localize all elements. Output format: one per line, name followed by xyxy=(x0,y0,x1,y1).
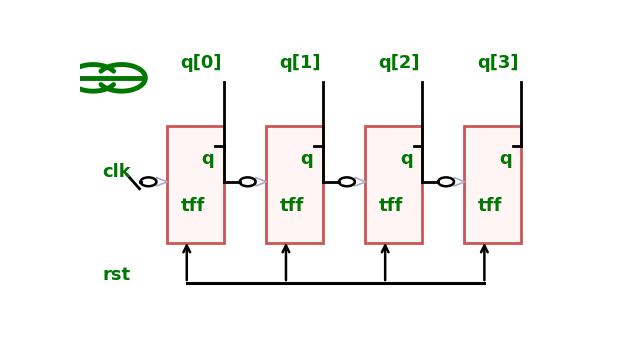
Text: q[0]: q[0] xyxy=(180,54,221,72)
Text: tff: tff xyxy=(280,197,304,215)
Text: tff: tff xyxy=(478,197,502,215)
FancyBboxPatch shape xyxy=(365,126,422,243)
Text: q[2]: q[2] xyxy=(378,54,420,72)
FancyBboxPatch shape xyxy=(465,126,522,243)
Text: q: q xyxy=(400,150,413,168)
Text: clk: clk xyxy=(102,163,131,181)
Text: tff: tff xyxy=(379,197,403,215)
Text: rst: rst xyxy=(102,266,131,284)
Text: q[1]: q[1] xyxy=(279,54,321,72)
FancyBboxPatch shape xyxy=(266,126,323,243)
Text: q: q xyxy=(301,150,314,168)
Text: q: q xyxy=(202,150,214,168)
Text: q[3]: q[3] xyxy=(477,54,519,72)
Text: q: q xyxy=(499,150,512,168)
Text: tff: tff xyxy=(180,197,205,215)
FancyBboxPatch shape xyxy=(167,126,224,243)
